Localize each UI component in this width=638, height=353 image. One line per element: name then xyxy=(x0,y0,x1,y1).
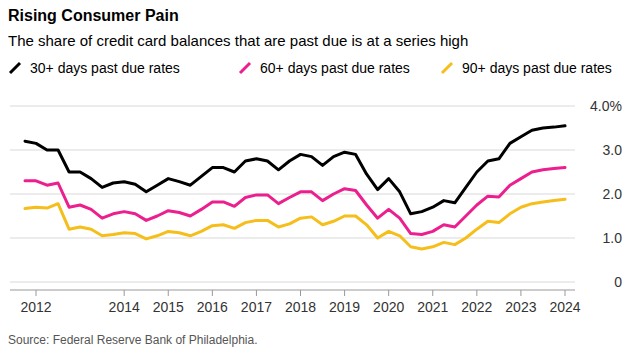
x-tick-label: 2021 xyxy=(417,299,448,315)
x-axis xyxy=(10,290,575,291)
source: Source: Federal Reserve Bank of Philadel… xyxy=(8,333,257,347)
grid-line xyxy=(10,106,575,107)
legend-label: 30+ days past due rates xyxy=(30,60,180,76)
legend-label: 60+ days past due rates xyxy=(260,60,410,76)
x-tick-label: 2024 xyxy=(549,299,580,315)
legend-swatch xyxy=(442,63,452,73)
x-tick xyxy=(212,290,213,296)
x-tick-label: 2016 xyxy=(197,299,228,315)
x-tick-label: 2017 xyxy=(241,299,272,315)
x-tick-label: 2018 xyxy=(285,299,316,315)
x-tick-label: 2020 xyxy=(373,299,404,315)
x-tick xyxy=(520,290,521,296)
x-tick xyxy=(432,290,433,296)
x-tick xyxy=(388,290,389,296)
y-tick-label: 0 xyxy=(614,274,622,290)
legend-label: 90+ days past due rates xyxy=(462,60,612,76)
x-tick-label: 2023 xyxy=(505,299,536,315)
series-line xyxy=(25,126,565,214)
legend-swatch xyxy=(10,63,20,73)
x-tick-label: 2012 xyxy=(20,299,51,315)
x-tick xyxy=(36,290,37,296)
x-tick-label: 2015 xyxy=(153,299,184,315)
legend-swatch xyxy=(240,63,250,73)
x-tick xyxy=(168,290,169,296)
x-tick xyxy=(124,290,125,296)
x-tick xyxy=(256,290,257,296)
y-tick-label: 4.0% xyxy=(590,98,622,114)
x-tick-label: 2022 xyxy=(461,299,492,315)
series-line xyxy=(25,199,565,249)
x-tick-label: 2014 xyxy=(109,299,140,315)
x-tick xyxy=(565,290,566,296)
grid-line xyxy=(10,150,575,151)
grid-line xyxy=(10,282,575,283)
series-line xyxy=(25,168,565,235)
y-tick-label: 1.0 xyxy=(603,230,623,246)
x-tick xyxy=(476,290,477,296)
x-tick xyxy=(300,290,301,296)
y-tick-label: 2.0 xyxy=(603,186,623,202)
subtitle: The share of credit card balances that a… xyxy=(8,32,468,49)
grid-line xyxy=(10,238,575,239)
plot-area xyxy=(25,126,565,249)
x-tick-label: 2019 xyxy=(329,299,360,315)
y-tick-label: 3.0 xyxy=(603,142,623,158)
chart: Rising Consumer Pain The share of credit … xyxy=(0,0,638,353)
title: Rising Consumer Pain xyxy=(8,7,179,24)
x-tick xyxy=(344,290,345,296)
